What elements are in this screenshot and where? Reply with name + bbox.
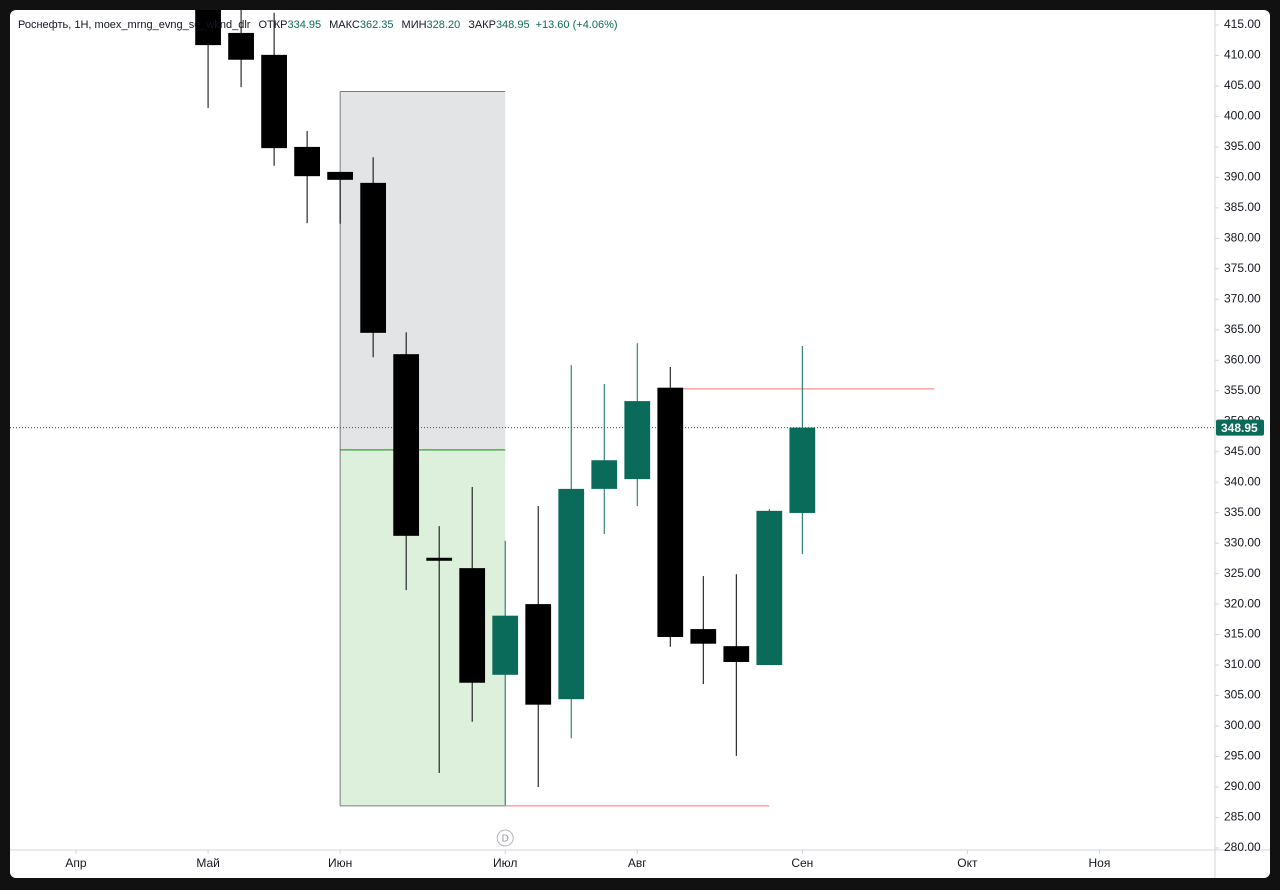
legend-value: 348.95 (496, 19, 530, 31)
candle-body (723, 646, 750, 663)
y-tick-label: 345.00 (1224, 444, 1261, 458)
y-tick-label: 405.00 (1224, 78, 1261, 92)
marker-label: D (502, 834, 509, 845)
y-tick-label: 375.00 (1224, 261, 1261, 275)
legend-label: ОТКР (258, 19, 287, 31)
y-tick-label: 305.00 (1224, 688, 1261, 702)
legend-value: 334.95 (287, 19, 321, 31)
candle-body (294, 146, 320, 177)
y-tick-label: 410.00 (1224, 48, 1261, 62)
legend-value: 328.20 (427, 19, 461, 31)
candle-body (459, 568, 486, 683)
marker-icon (496, 829, 514, 847)
legend-label: МАКС (329, 19, 360, 31)
y-tick-label: 320.00 (1224, 596, 1261, 610)
x-tick-label: Сен (791, 856, 813, 870)
y-tick-label: 330.00 (1224, 535, 1261, 549)
y-tick-label: 390.00 (1224, 170, 1261, 184)
y-tick-label: 300.00 (1224, 718, 1261, 732)
ohlc-legend: Роснефть, 1H, moex_mrng_evng_se_wknd_dlr… (18, 19, 618, 31)
y-tick-label: 285.00 (1224, 810, 1261, 824)
y-tick-label: 310.00 (1224, 657, 1261, 671)
candle-body (195, 10, 221, 46)
legend-title: Роснефть, 1H, moex_mrng_evng_se_wknd_dlr (18, 19, 251, 31)
candle-body (690, 629, 717, 644)
candle-body (492, 615, 519, 675)
x-tick-label: Апр (65, 856, 87, 870)
y-tick-label: 400.00 (1224, 109, 1261, 123)
y-tick-label: 325.00 (1224, 566, 1261, 580)
y-tick-label: 340.00 (1224, 474, 1261, 488)
candle-body (327, 171, 354, 180)
candle-body (228, 32, 254, 60)
candle-body (756, 510, 783, 666)
candle-body (624, 401, 651, 480)
candle-body (558, 488, 585, 700)
candle-body (261, 54, 287, 149)
candle-body (525, 604, 552, 705)
legend-label: МИН (402, 19, 427, 31)
candle-body (393, 354, 420, 536)
legend-label: ЗАКР (468, 19, 496, 31)
y-tick-label: 365.00 (1224, 322, 1261, 336)
candle-body (426, 557, 453, 561)
y-tick-label: 385.00 (1224, 200, 1261, 214)
y-tick-label: 280.00 (1224, 840, 1261, 854)
x-tick-label: Авг (628, 856, 647, 870)
last-price-label: 348.95 (1221, 421, 1258, 435)
y-tick-label: 355.00 (1224, 383, 1261, 397)
candle-body (591, 460, 618, 489)
legend-change: +13.60 (+4.06%) (536, 19, 618, 31)
last-price-tag (1216, 419, 1264, 436)
y-tick-label: 370.00 (1224, 291, 1261, 305)
y-tick-label: 360.00 (1224, 352, 1261, 366)
candle-body (789, 427, 816, 513)
x-tick-label: Окт (957, 856, 978, 870)
y-tick-label: 415.00 (1224, 17, 1261, 31)
y-tick-label: 315.00 (1224, 627, 1261, 641)
y-tick-label: 395.00 (1224, 139, 1261, 153)
x-tick-label: Ноя (1089, 856, 1111, 870)
y-tick-label: 290.00 (1224, 779, 1261, 793)
x-tick-label: Июн (328, 856, 352, 870)
x-tick-label: Июл (493, 856, 517, 870)
y-tick-label: 380.00 (1224, 231, 1261, 245)
x-tick-label: Май (196, 856, 220, 870)
y-tick-label: 335.00 (1224, 505, 1261, 519)
y-tick-label: 295.00 (1224, 749, 1261, 763)
candle-body (360, 182, 387, 333)
legend-value: 362.35 (360, 19, 394, 31)
candle-body (657, 387, 684, 638)
